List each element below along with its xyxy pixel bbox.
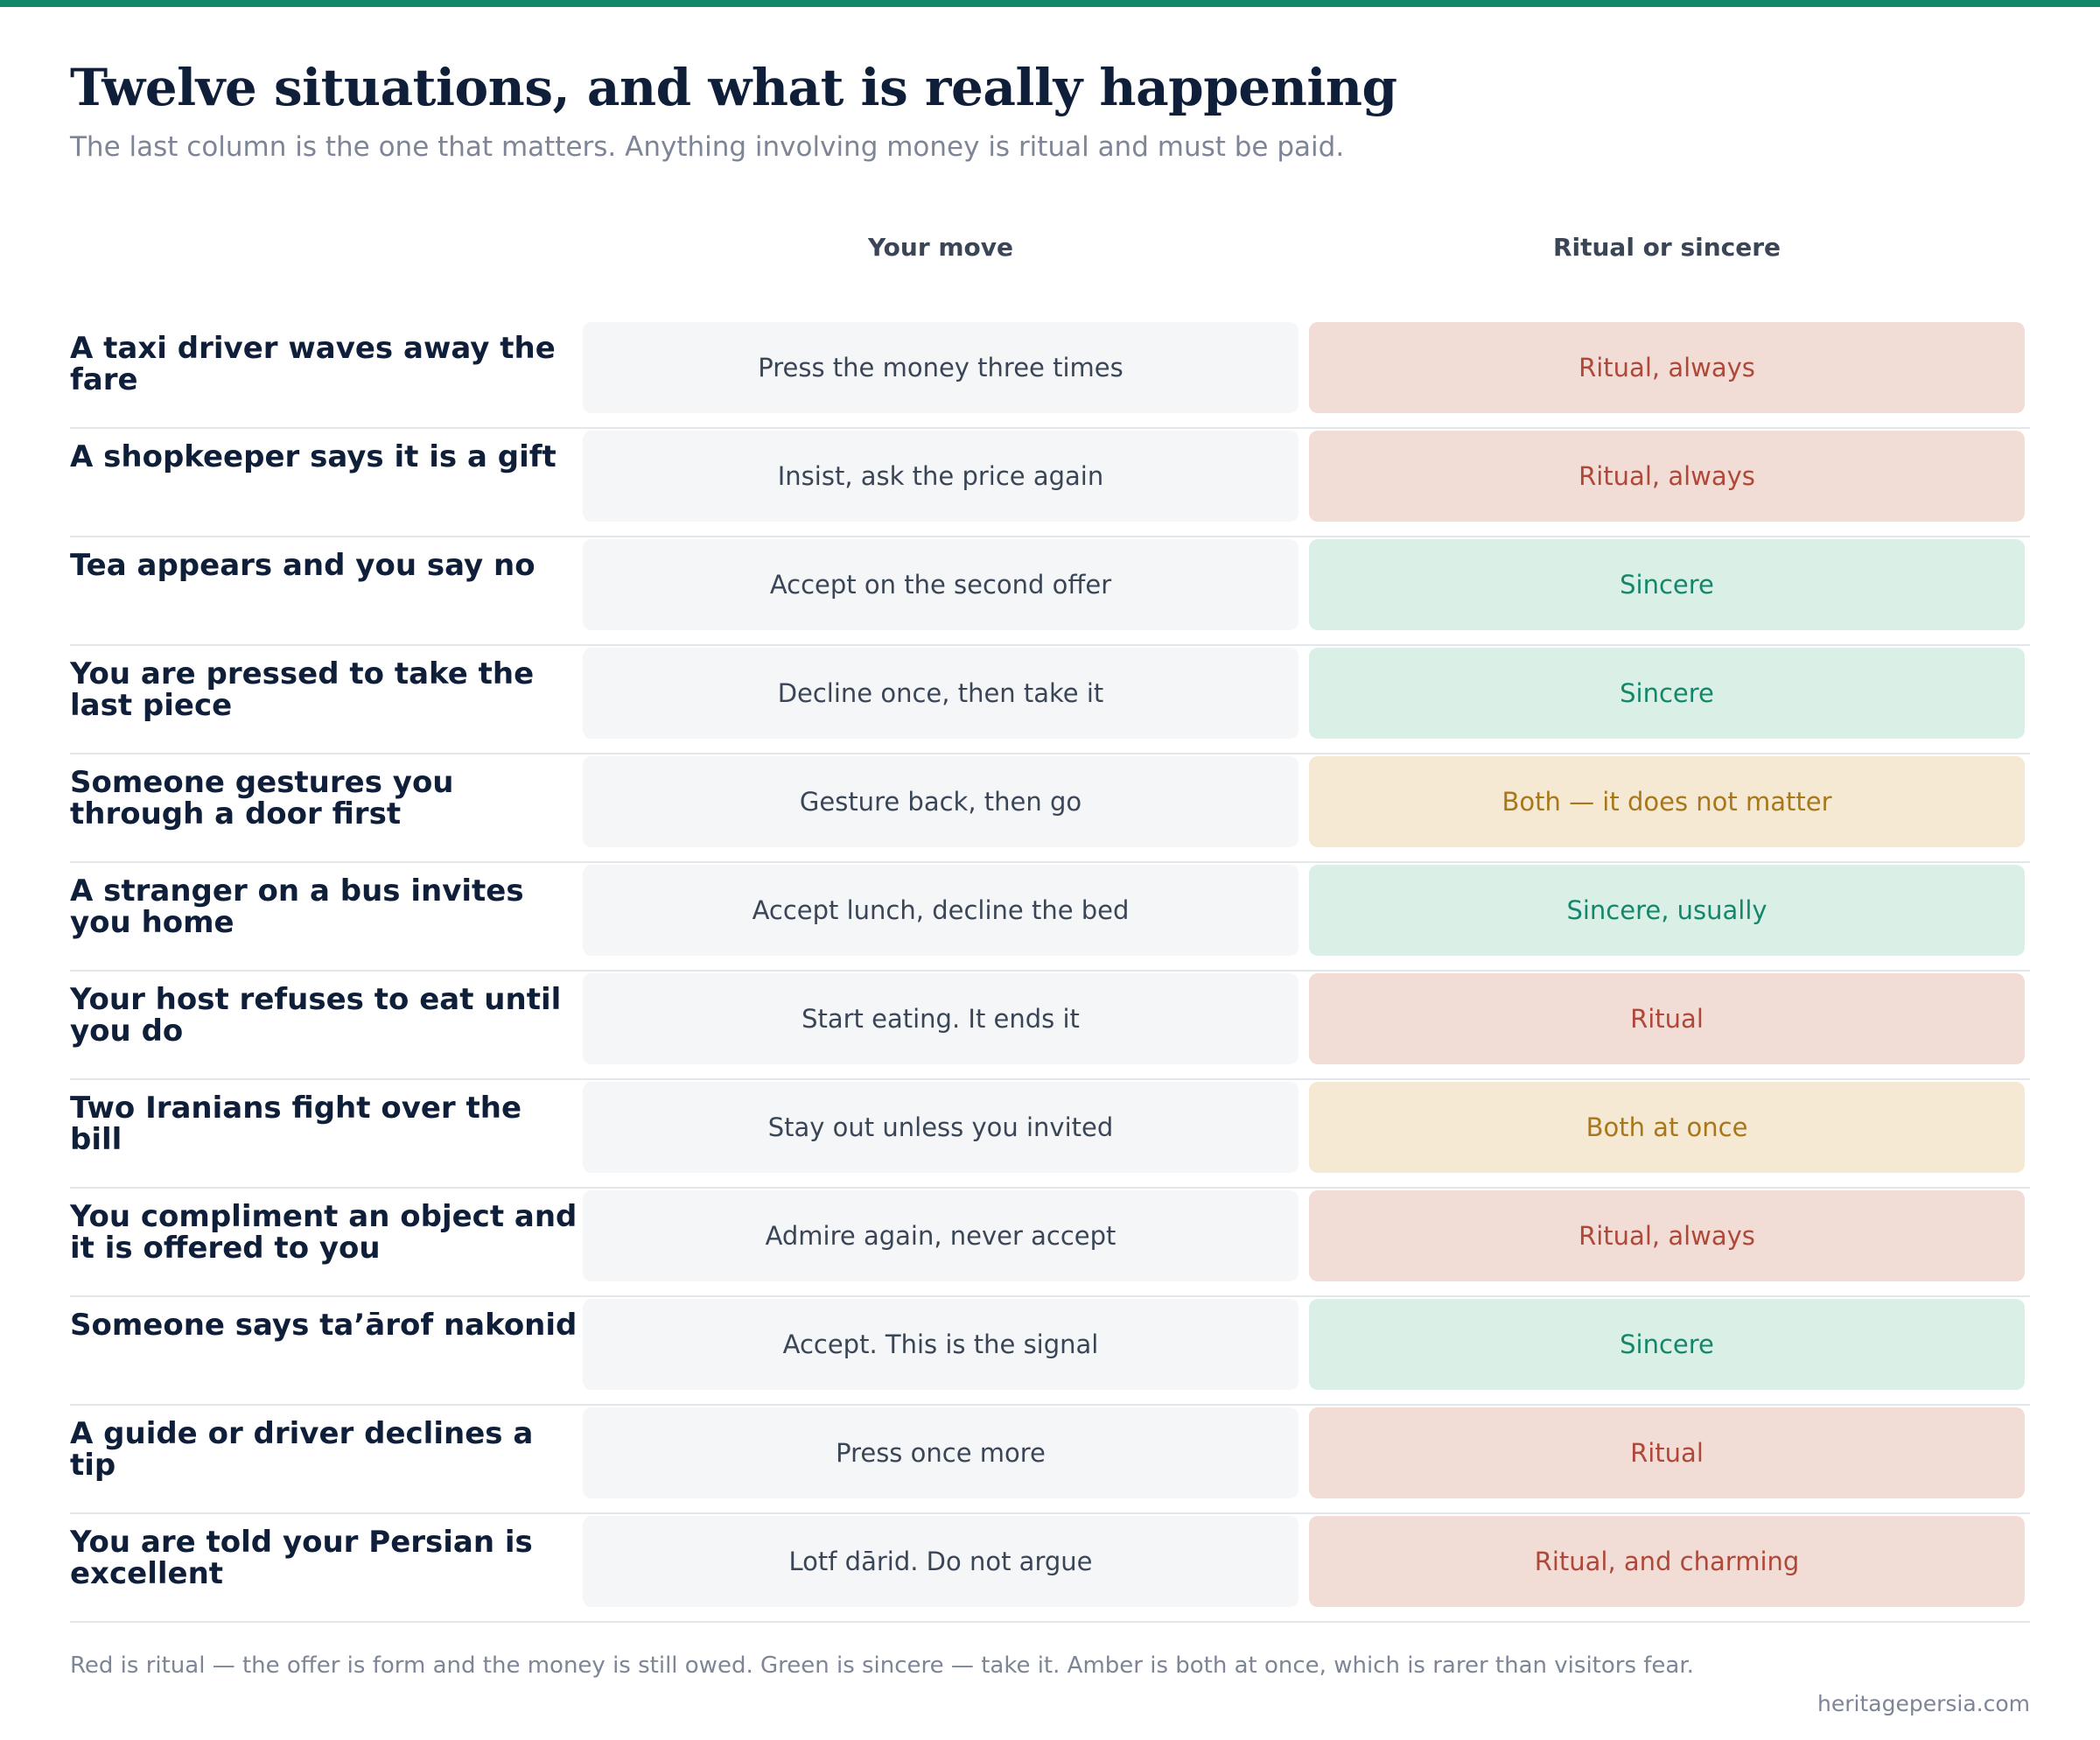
situation-label: A shopkeeper says it is a gift bbox=[70, 439, 556, 474]
situation-label: A stranger on a bus invites you home bbox=[70, 874, 524, 940]
table-row: Someone says ta’ārof nakonid Accept. Thi… bbox=[70, 1297, 2030, 1406]
situation-label: You are told your Persian is excellent bbox=[70, 1525, 533, 1591]
table-row: You are told your Persian is excellent L… bbox=[70, 1514, 2030, 1623]
verdict-cell: Both — it does not matter bbox=[1309, 756, 2025, 847]
source-link[interactable]: heritagepersia.com bbox=[1817, 1691, 2030, 1716]
table-row: Someone gestures you through a door firs… bbox=[70, 754, 2030, 863]
move-cell: Press the money three times bbox=[583, 322, 1298, 413]
legend-footnote: Red is ritual — the offer is form and th… bbox=[70, 1652, 1694, 1679]
move-cell: Insist, ask the price again bbox=[583, 431, 1298, 522]
situation-label: Two Iranians fight over the bill bbox=[70, 1091, 522, 1157]
verdict-cell: Ritual, and charming bbox=[1309, 1516, 2025, 1607]
table-row: A guide or driver declines a tip Press o… bbox=[70, 1406, 2030, 1514]
page-title: Twelve situations, and what is really ha… bbox=[70, 58, 1397, 117]
table-row: Your host refuses to eat until you do St… bbox=[70, 972, 2030, 1080]
move-cell: Start eating. It ends it bbox=[583, 973, 1298, 1064]
table-row: A shopkeeper says it is a gift Insist, a… bbox=[70, 429, 2030, 537]
table-row: You are pressed to take the last piece D… bbox=[70, 646, 2030, 754]
move-cell: Gesture back, then go bbox=[583, 756, 1298, 847]
situations-table: A taxi driver waves away the fare Press … bbox=[70, 320, 2030, 1623]
table-row: Two Iranians fight over the bill Stay ou… bbox=[70, 1080, 2030, 1189]
verdict-cell: Ritual bbox=[1309, 1407, 2025, 1498]
move-cell: Accept lunch, decline the bed bbox=[583, 865, 1298, 956]
situation-label: Someone gestures you through a door firs… bbox=[70, 765, 454, 831]
table-row: You compliment an object and it is offer… bbox=[70, 1189, 2030, 1297]
situation-label: You are pressed to take the last piece bbox=[70, 656, 535, 723]
move-cell: Accept on the second offer bbox=[583, 539, 1298, 630]
column-header-verdict: Ritual or sincere bbox=[1552, 233, 1782, 262]
move-cell: Press once more bbox=[583, 1407, 1298, 1498]
situation-label: Your host refuses to eat until you do bbox=[70, 982, 562, 1049]
situation-label: You compliment an object and it is offer… bbox=[70, 1199, 578, 1266]
verdict-cell: Ritual, always bbox=[1309, 322, 2025, 413]
situation-label: A taxi driver waves away the fare bbox=[70, 331, 556, 397]
verdict-cell: Sincere, usually bbox=[1309, 865, 2025, 956]
verdict-cell: Sincere bbox=[1309, 648, 2025, 739]
top-accent-bar bbox=[0, 0, 2100, 7]
move-cell: Lotf dārid. Do not argue bbox=[583, 1516, 1298, 1607]
move-cell: Admire again, never accept bbox=[583, 1190, 1298, 1281]
move-cell: Accept. This is the signal bbox=[583, 1299, 1298, 1390]
move-cell: Stay out unless you invited bbox=[583, 1082, 1298, 1173]
table-row: Tea appears and you say no Accept on the… bbox=[70, 537, 2030, 646]
table-row: A taxi driver waves away the fare Press … bbox=[70, 320, 2030, 429]
situation-label: Someone says ta’ārof nakonid bbox=[70, 1308, 578, 1343]
move-cell: Decline once, then take it bbox=[583, 648, 1298, 739]
verdict-cell: Ritual bbox=[1309, 973, 2025, 1064]
verdict-cell: Sincere bbox=[1309, 1299, 2025, 1390]
column-header-move: Your move bbox=[867, 233, 1014, 262]
verdict-cell: Sincere bbox=[1309, 539, 2025, 630]
situation-label: Tea appears and you say no bbox=[70, 548, 536, 583]
situation-label: A guide or driver declines a tip bbox=[70, 1416, 534, 1483]
verdict-cell: Ritual, always bbox=[1309, 1190, 2025, 1281]
page-subtitle: The last column is the one that matters.… bbox=[70, 131, 1345, 163]
verdict-cell: Ritual, always bbox=[1309, 431, 2025, 522]
verdict-cell: Both at once bbox=[1309, 1082, 2025, 1173]
table-row: A stranger on a bus invites you home Acc… bbox=[70, 863, 2030, 972]
